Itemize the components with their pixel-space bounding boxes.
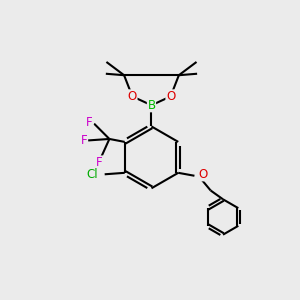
Text: O: O [128,90,137,103]
Text: Cl: Cl [87,168,98,181]
Text: F: F [80,134,87,147]
Text: B: B [147,99,155,112]
Text: F: F [86,116,93,129]
Text: O: O [166,90,175,103]
Text: F: F [96,156,103,169]
Text: O: O [199,168,208,181]
